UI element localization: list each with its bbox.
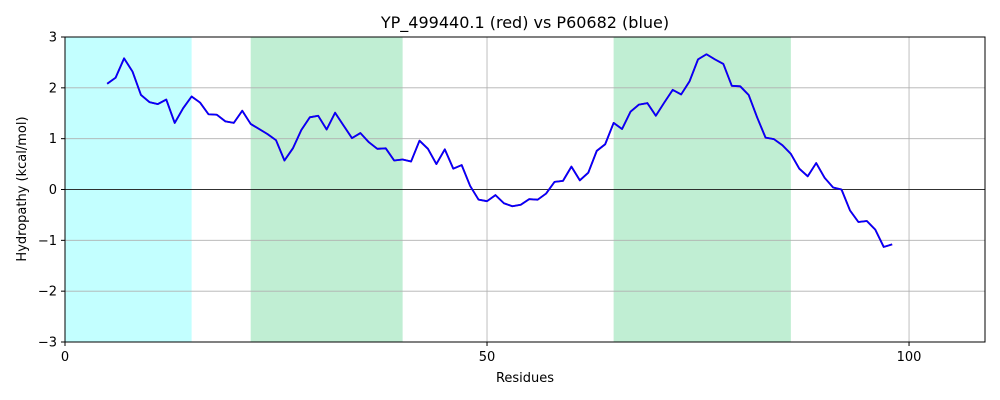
x-axis-ticks: 0 50 100 [61, 342, 922, 365]
x-tick-label-0: 0 [61, 350, 69, 365]
y-axis-title: Hydropathy (kcal/mol) [15, 116, 30, 261]
y-tick-label-6: 3 [49, 31, 57, 46]
y-tick-label-3: 0 [49, 183, 57, 198]
series-line-1 [106, 53, 893, 248]
y-tick-label-0: −3 [38, 336, 57, 351]
chart-title: YP_499440.1 (red) vs P60682 (blue) [380, 13, 669, 33]
y-tick-label-5: 2 [49, 81, 57, 96]
x-tick-label-2: 100 [897, 350, 922, 365]
y-tick-label-4: 1 [49, 132, 57, 147]
x-axis-title: Residues [496, 371, 554, 386]
y-tick-label-1: −2 [38, 285, 57, 300]
y-axis-ticks: −3 −2 −1 0 1 2 3 [38, 31, 65, 351]
x-tick-label-1: 50 [479, 350, 496, 365]
series-lines [106, 53, 893, 248]
y-tick-label-2: −1 [38, 234, 57, 249]
